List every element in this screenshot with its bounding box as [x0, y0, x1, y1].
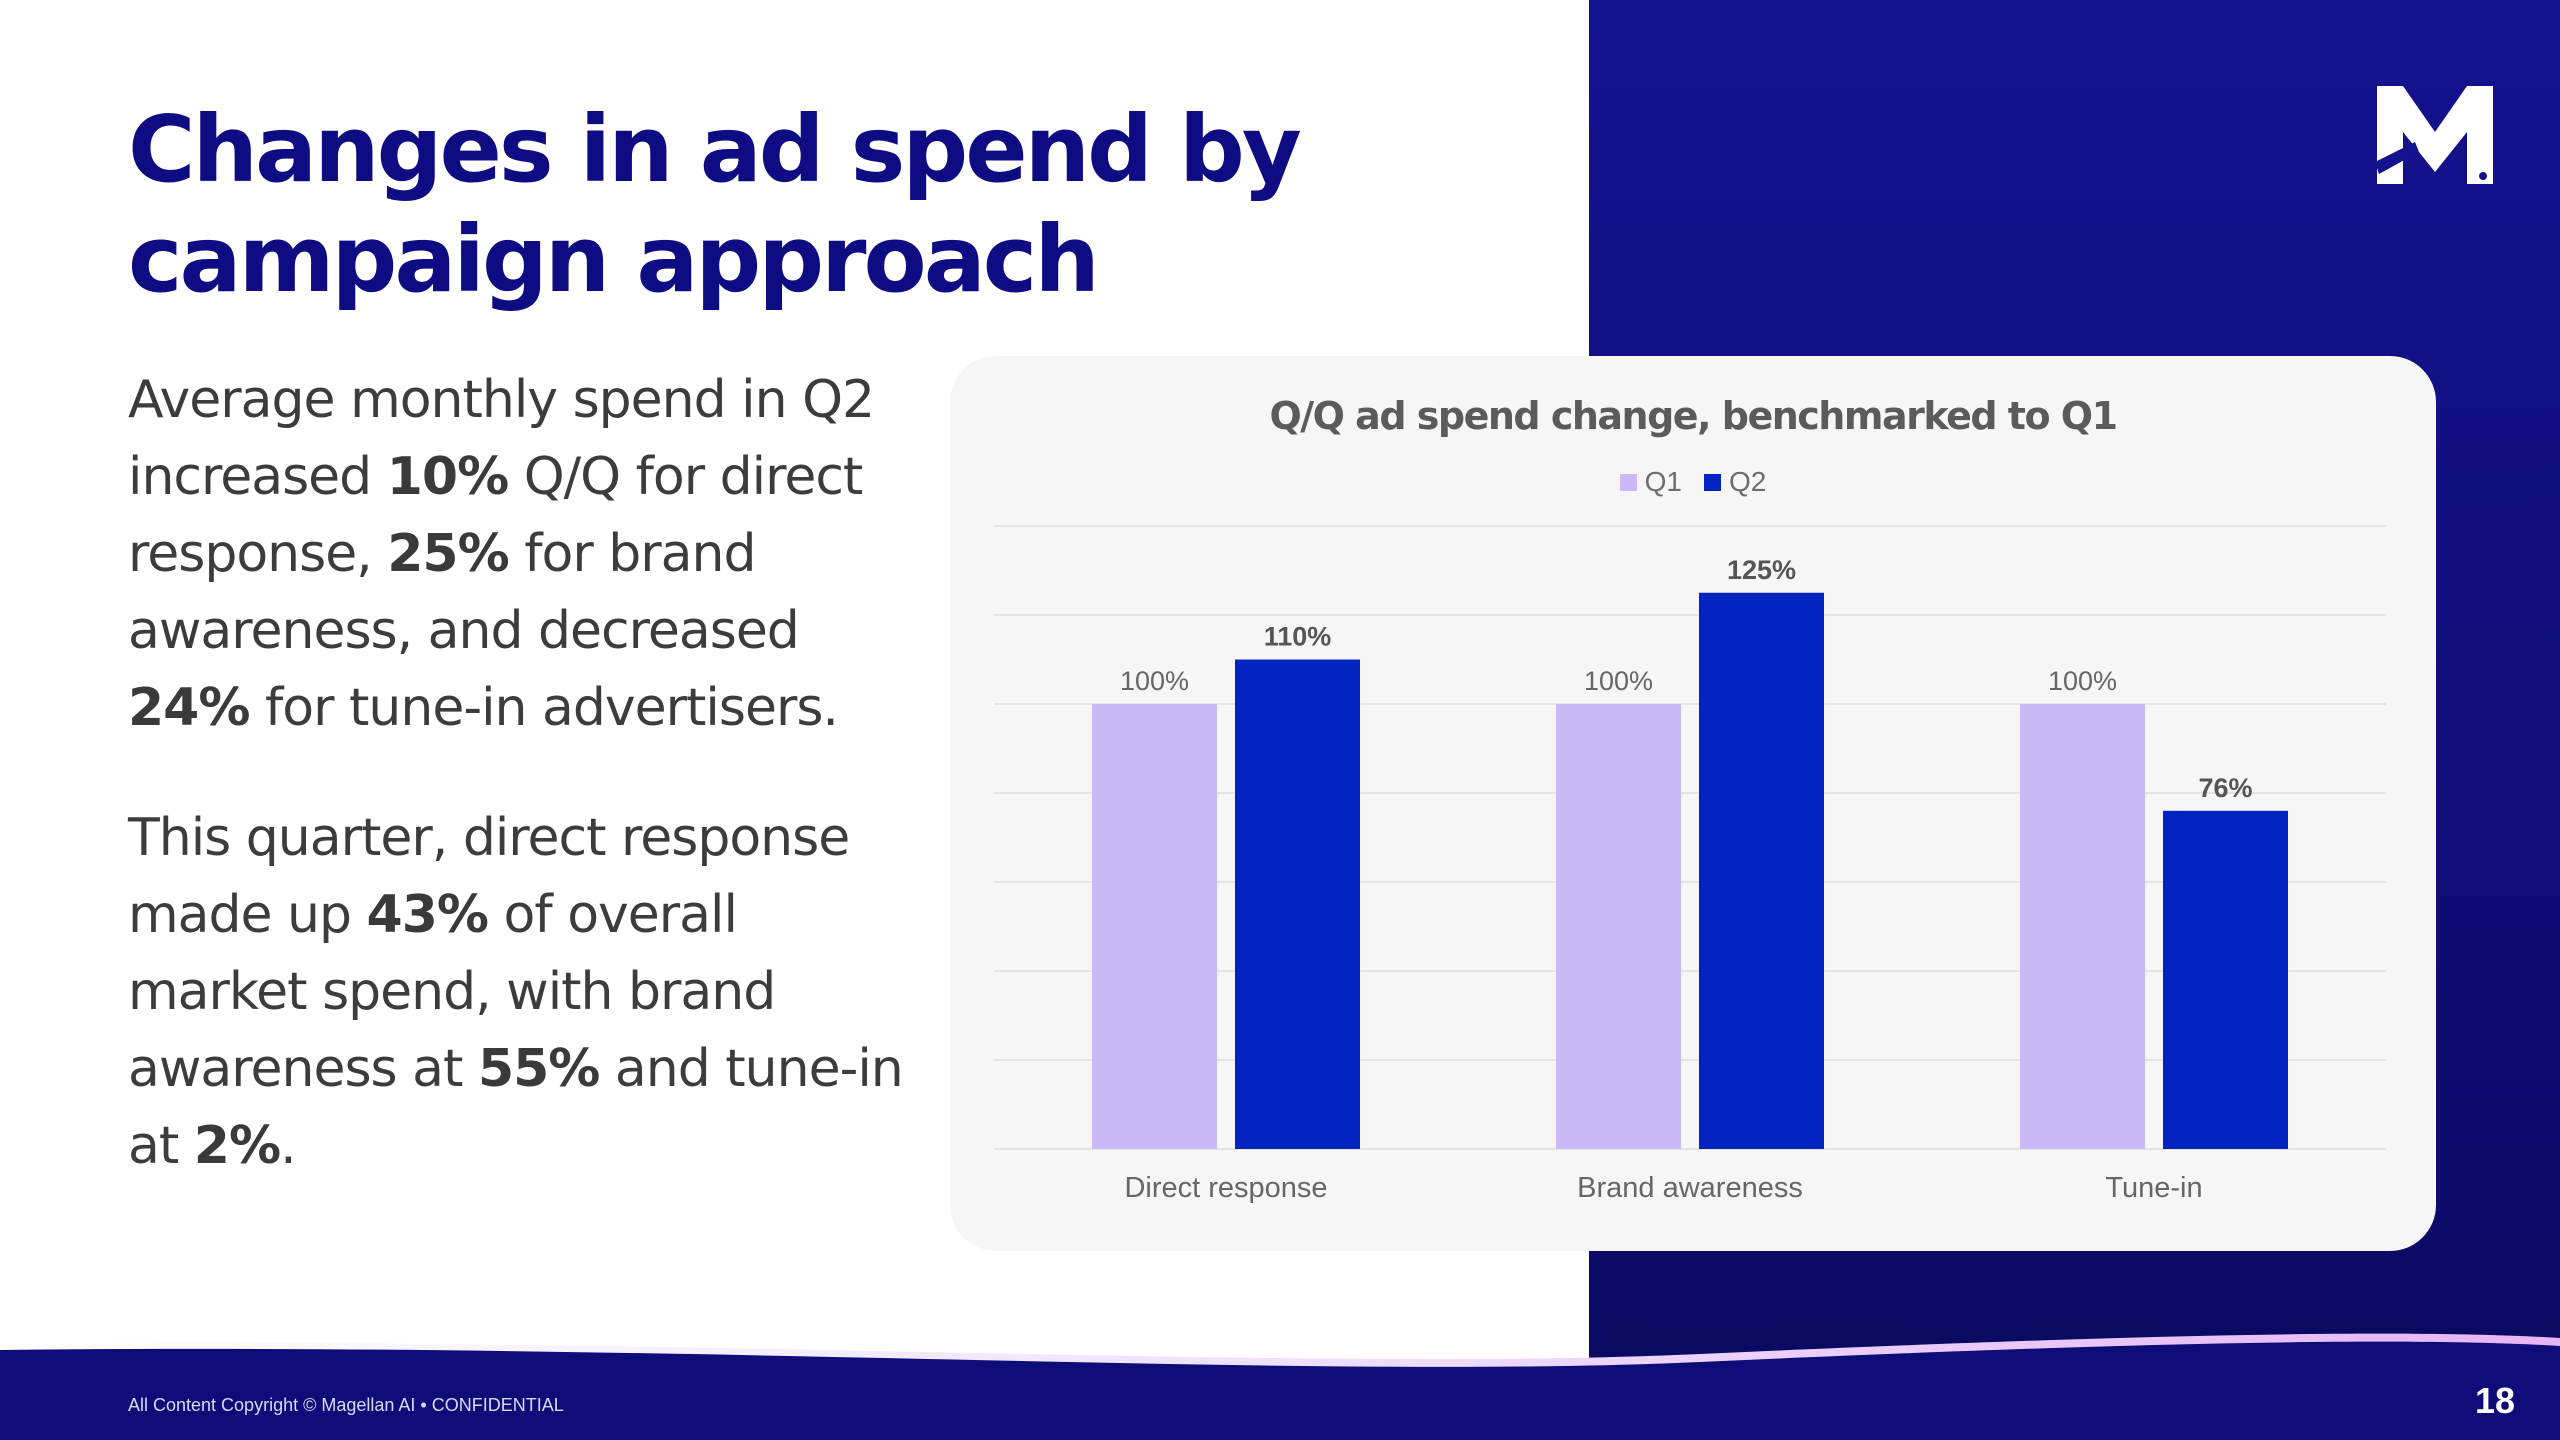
chart-title: Q/Q ad spend change, benchmarked to Q1	[1269, 394, 2118, 438]
legend-swatch-q1	[1619, 473, 1637, 491]
bar-q2-tune-in	[2163, 810, 2288, 1149]
data-label: 76%	[2198, 773, 2252, 803]
bar-q1-brand-awareness	[1556, 704, 1681, 1149]
data-label: 100%	[2048, 666, 2117, 696]
legend-label-q2: Q2	[1729, 466, 1767, 497]
p2-direct-response-share: 43%	[366, 885, 489, 945]
bar-chart: 100% 110% Direct response 100% 125% Brand awa…	[994, 525, 2386, 1204]
p1-text-4: for tune-in advertisers.	[249, 678, 839, 738]
p1-direct-response-change: 10%	[386, 447, 509, 507]
legend-label-q1: Q1	[1644, 466, 1682, 497]
copyright-footer: All Content Copyright © Magellan AI • CO…	[128, 1395, 564, 1415]
page-number: 18	[2475, 1380, 2516, 1421]
chart-card: Q/Q ad spend change, benchmarked to Q1 Q…	[950, 356, 2436, 1251]
chart-legend: Q1 Q2	[950, 466, 2436, 498]
p1-tune-in-change: 24%	[128, 678, 250, 738]
p1-text-2: Q/Q for direct response,	[128, 447, 863, 584]
footer-wave	[0, 1333, 2560, 1440]
bar-q2-brand-awareness	[1699, 592, 1824, 1149]
category-label: Tune-in	[2105, 1172, 2202, 1204]
p1-text-1: Average monthly spend in Q2 increased	[128, 370, 875, 507]
p2-brand-awareness-share: 55%	[477, 1039, 600, 1099]
bar-q1-direct-response	[1092, 704, 1217, 1149]
p1-text-3: for brand awareness, and decreased	[128, 524, 800, 661]
p2-text-1: This quarter, direct response made up	[128, 808, 850, 945]
p2-text-3: and tune-in at	[128, 1039, 904, 1176]
p1-brand-awareness-change: 25%	[387, 524, 509, 584]
p2-text-2: of overall market spend, with brand awar…	[128, 885, 776, 1099]
page-title: Changes in ad spend by campaign approach	[128, 95, 1428, 315]
legend-swatch-q2	[1704, 473, 1721, 491]
data-label: 125%	[1727, 555, 1796, 585]
category-label: Brand awareness	[1577, 1172, 1803, 1204]
legend-item-q2: Q2	[1704, 466, 1766, 498]
data-label: 100%	[1584, 666, 1653, 696]
title-line-1: Changes in ad spend by	[128, 96, 1302, 203]
bar-q2-direct-response	[1235, 659, 1360, 1149]
summary-paragraph-1: Average monthly spend in Q2 increased 10…	[128, 362, 908, 747]
bar-q1-tune-in	[2020, 704, 2145, 1149]
magellan-logo	[2375, 86, 2493, 184]
data-label: 100%	[1120, 666, 1189, 696]
category-label: Direct response	[1124, 1172, 1327, 1204]
legend-item-q1: Q1	[1619, 466, 1682, 498]
p2-text-4: .	[280, 1116, 297, 1176]
title-line-2: campaign approach	[128, 206, 1100, 313]
summary-paragraph-2: This quarter, direct response made up 43…	[128, 800, 908, 1185]
data-label: 110%	[1264, 622, 1332, 652]
p2-tune-in-share: 2%	[193, 1116, 281, 1176]
